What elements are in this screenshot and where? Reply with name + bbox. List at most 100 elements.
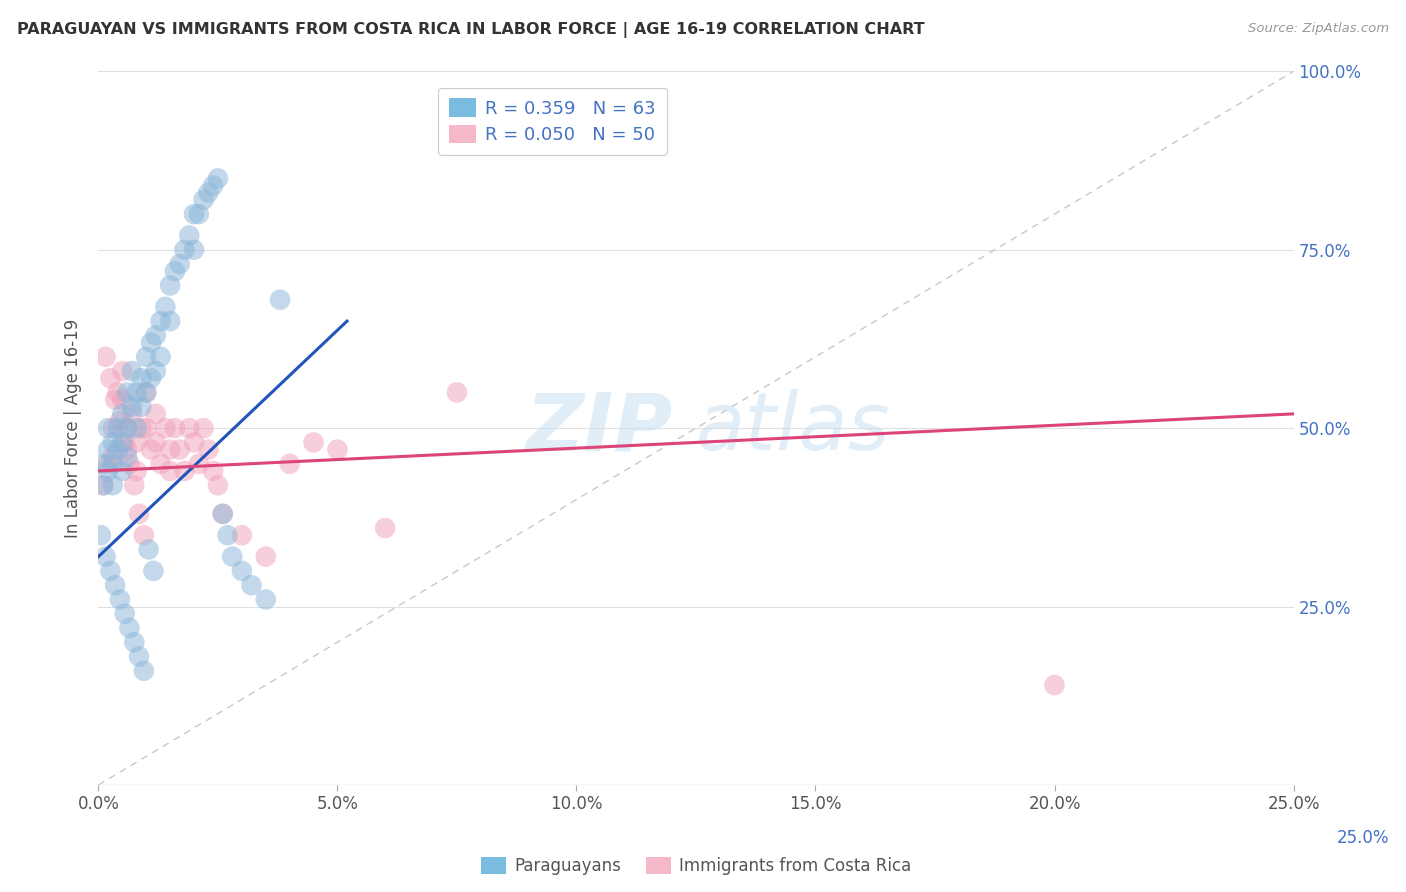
Point — [193, 421, 215, 435]
Text: atlas: atlas — [696, 389, 891, 467]
Point — [132, 664, 155, 678]
Point — [149, 350, 172, 364]
Point — [145, 364, 167, 378]
Point — [202, 178, 225, 193]
Y-axis label: In Labor Force | Age 16-19: In Labor Force | Age 16-19 — [65, 318, 83, 538]
Point — [135, 421, 157, 435]
Point — [94, 549, 117, 564]
Point — [135, 385, 157, 400]
Point — [131, 371, 153, 385]
Point — [115, 450, 138, 464]
Point — [231, 564, 253, 578]
Point — [107, 385, 129, 400]
Point — [135, 350, 157, 364]
Point — [179, 421, 201, 435]
Point — [118, 457, 141, 471]
Point — [142, 564, 165, 578]
Point — [114, 607, 136, 621]
Point — [163, 421, 186, 435]
Point — [145, 328, 167, 343]
Point — [163, 264, 186, 278]
Point — [211, 507, 233, 521]
Point — [240, 578, 263, 592]
Point — [121, 400, 143, 414]
Point — [159, 278, 181, 293]
Point — [101, 450, 124, 464]
Point — [159, 314, 181, 328]
Point — [326, 442, 349, 457]
Point — [131, 421, 153, 435]
Point — [221, 549, 243, 564]
Point — [193, 193, 215, 207]
Point — [202, 464, 225, 478]
Point — [217, 528, 239, 542]
Point — [128, 507, 150, 521]
Point — [169, 257, 191, 271]
Point — [139, 335, 162, 350]
Point — [124, 635, 146, 649]
Point — [115, 421, 138, 435]
Point — [149, 314, 172, 328]
Point — [269, 293, 291, 307]
Point — [125, 385, 148, 400]
Point — [446, 385, 468, 400]
Point — [91, 457, 114, 471]
Point — [90, 528, 112, 542]
Point — [101, 421, 124, 435]
Point — [145, 435, 167, 450]
Point — [254, 592, 277, 607]
Point — [169, 442, 191, 457]
Point — [124, 478, 146, 492]
Point — [254, 549, 277, 564]
Point — [173, 243, 195, 257]
Point — [183, 435, 205, 450]
Point — [139, 371, 162, 385]
Point — [149, 457, 172, 471]
Point — [98, 564, 122, 578]
Point — [115, 385, 138, 400]
Point — [97, 457, 120, 471]
Point — [115, 442, 138, 457]
Point — [115, 421, 138, 435]
Point — [121, 407, 143, 421]
Point — [111, 407, 134, 421]
Point — [111, 464, 134, 478]
Point — [145, 407, 167, 421]
Point — [131, 400, 153, 414]
Point — [104, 392, 127, 407]
Point — [159, 442, 181, 457]
Point — [97, 421, 120, 435]
Point — [1043, 678, 1066, 692]
Point — [107, 421, 129, 435]
Point — [135, 385, 157, 400]
Point — [132, 528, 155, 542]
Point — [108, 592, 131, 607]
Point — [94, 350, 117, 364]
Point — [107, 442, 129, 457]
Point — [207, 171, 229, 186]
Point — [211, 507, 233, 521]
Point — [101, 435, 124, 450]
Point — [183, 207, 205, 221]
Point — [197, 186, 219, 200]
Text: ZIP: ZIP — [524, 389, 672, 467]
Point — [187, 457, 209, 471]
Point — [139, 442, 162, 457]
Point — [91, 478, 114, 492]
Point — [183, 243, 205, 257]
Point — [159, 464, 181, 478]
Point — [231, 528, 253, 542]
Point — [98, 371, 122, 385]
Point — [118, 621, 141, 635]
Point — [111, 435, 134, 450]
Point — [278, 457, 301, 471]
Point — [302, 435, 325, 450]
Text: Source: ZipAtlas.com: Source: ZipAtlas.com — [1249, 22, 1389, 36]
Point — [101, 457, 124, 471]
Point — [128, 649, 150, 664]
Point — [108, 414, 131, 428]
Point — [173, 464, 195, 478]
Point — [97, 442, 120, 457]
Point — [138, 542, 160, 557]
Point — [197, 442, 219, 457]
